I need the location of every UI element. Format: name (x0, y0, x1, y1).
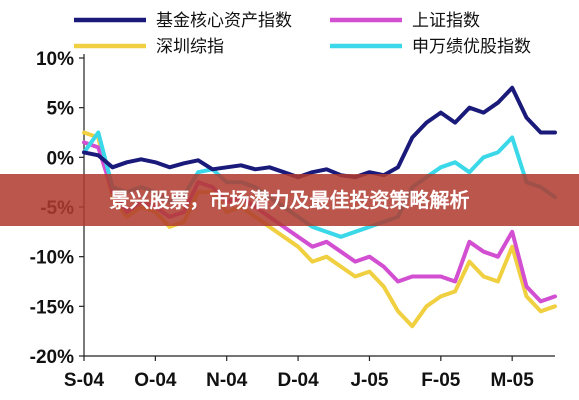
legend-label: 上证指数 (412, 11, 480, 30)
x-tick-label: J-05 (350, 370, 388, 391)
x-tick-label: M-05 (491, 370, 535, 391)
banner-text: 景兴股票，市场潜力及最佳投资策略解析 (110, 188, 470, 212)
x-tick-label: F-05 (421, 370, 461, 391)
x-tick-label: N-04 (206, 370, 248, 391)
legend-label: 深圳综指 (156, 37, 224, 56)
banner-background (0, 174, 579, 226)
y-tick-label: -10% (30, 248, 74, 269)
legend-label: 申万绩优股指数 (412, 37, 531, 56)
x-tick-label: O-04 (134, 370, 177, 391)
x-tick-label: D-04 (277, 370, 319, 391)
y-tick-label: 0% (47, 148, 75, 169)
overlay-banner: 景兴股票，市场潜力及最佳投资策略解析 (0, 174, 579, 226)
y-tick-label: -20% (30, 347, 74, 368)
y-tick-label: 5% (47, 99, 75, 120)
legend-label: 基金核心资产指数 (156, 11, 292, 30)
y-tick-label: -15% (30, 297, 74, 318)
x-tick-label: S-04 (64, 370, 105, 391)
series-line-0 (82, 85, 557, 180)
x-ticks: S-04 O-04 N-04 D-04 J-05 F-05 M-05 (64, 356, 534, 391)
y-tick-label: 10% (36, 49, 74, 70)
